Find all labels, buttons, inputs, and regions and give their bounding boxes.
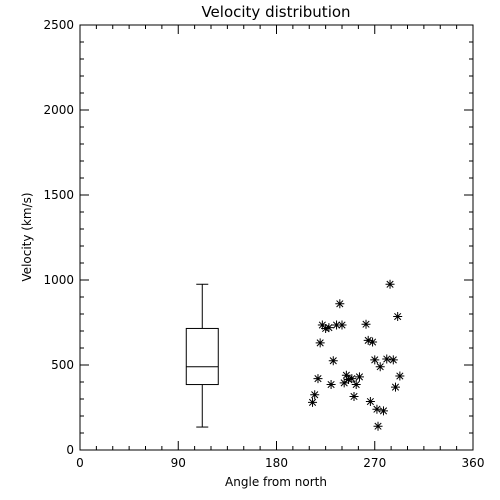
scatter-point <box>354 372 364 382</box>
scatter-point <box>347 374 357 384</box>
scatter-point <box>372 404 382 414</box>
x-axis-label: Angle from north <box>225 475 327 489</box>
boxplot <box>185 283 219 428</box>
boxplot-box <box>185 327 219 386</box>
scatter-point <box>349 391 359 401</box>
scatter-point <box>370 355 380 365</box>
scatter-point <box>332 320 342 330</box>
scatter-point <box>339 378 349 388</box>
scatter-point <box>326 380 336 390</box>
tick-labels: 0 90 180 270 360 0 500 1000 1500 2000 2500 <box>43 18 484 470</box>
axis-ticks <box>79 24 474 451</box>
scatter-point <box>310 390 320 400</box>
scatter-point <box>315 338 325 348</box>
scatter-point <box>365 397 375 407</box>
scatter-point <box>324 323 334 333</box>
scatter-point <box>328 356 338 366</box>
x-tick-label: 180 <box>265 456 288 470</box>
scatter-point <box>385 279 395 289</box>
scatter-point <box>344 374 354 384</box>
scatter-point <box>337 320 347 330</box>
y-tick-label: 2500 <box>43 18 74 32</box>
scatter-point <box>313 374 323 384</box>
y-tick-label: 1000 <box>43 273 74 287</box>
scatter-point <box>321 323 331 333</box>
y-tick-label: 0 <box>66 443 74 457</box>
scatter-point <box>308 397 318 407</box>
x-tick-label: 90 <box>171 456 186 470</box>
scatter-point <box>393 312 403 322</box>
scatter-point <box>351 380 361 390</box>
scatter-point <box>390 382 400 392</box>
scatter-point <box>317 320 327 330</box>
scatter-points <box>308 279 405 431</box>
scatter-point <box>388 355 398 365</box>
scatter-point <box>361 319 371 329</box>
scatter-point <box>378 406 388 416</box>
chart-title: Velocity distribution <box>201 3 350 21</box>
x-tick-label: 270 <box>363 456 386 470</box>
scatter-point <box>395 371 405 381</box>
scatter-point <box>382 354 392 364</box>
scatter-point <box>335 299 345 309</box>
y-tick-label: 500 <box>51 358 74 372</box>
plot-frame <box>79 24 474 451</box>
x-tick-label: 0 <box>76 456 84 470</box>
scatter-point <box>363 335 373 345</box>
scatter-point <box>375 362 385 372</box>
x-tick-label: 360 <box>462 456 485 470</box>
y-axis-label: Velocity (km/s) <box>20 192 34 281</box>
scatter-point <box>341 370 351 380</box>
scatter-point <box>368 337 378 347</box>
y-tick-label: 1500 <box>43 188 74 202</box>
y-tick-label: 2000 <box>43 103 74 117</box>
scatter-point <box>373 421 383 431</box>
